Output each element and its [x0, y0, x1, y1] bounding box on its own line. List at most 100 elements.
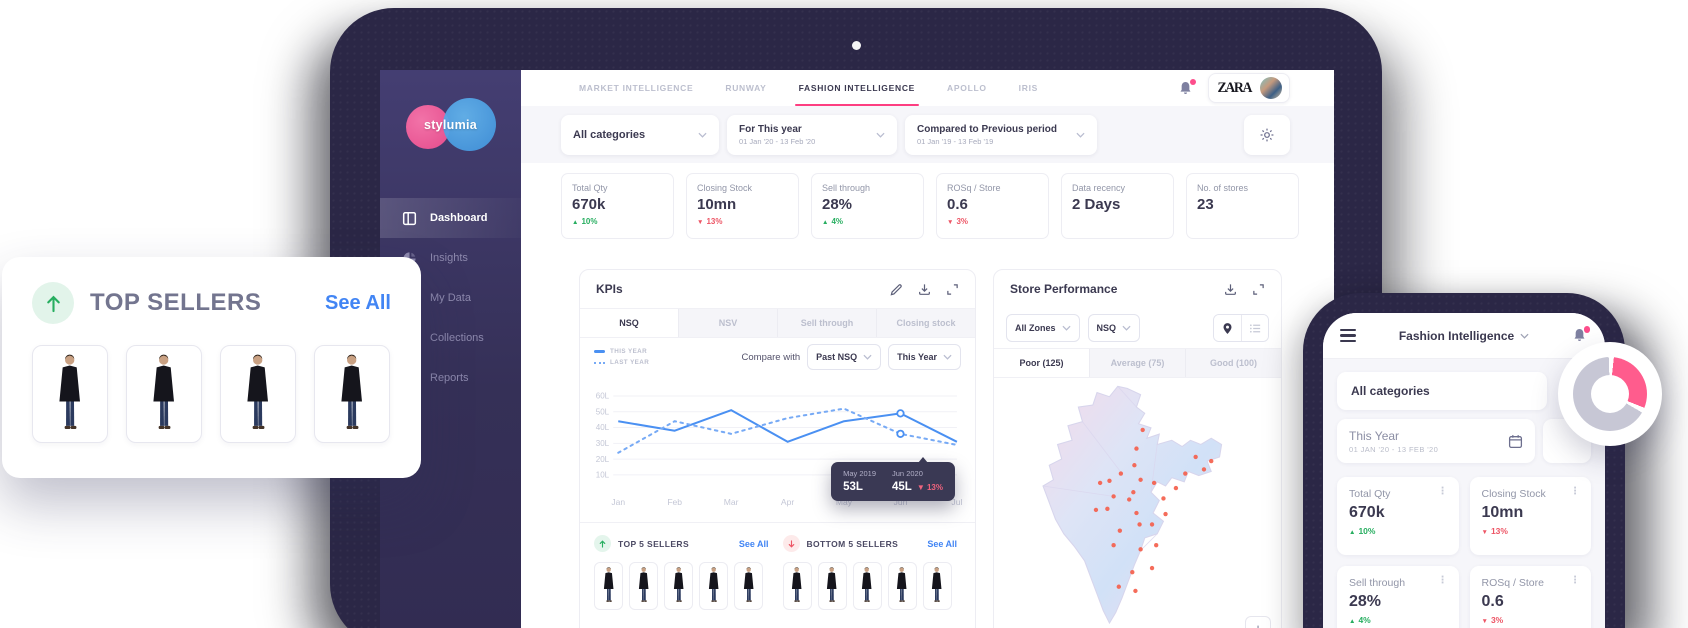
- store-tab-good-100[interactable]: Good (100): [1186, 349, 1281, 377]
- map-list-toggle: [1213, 314, 1269, 342]
- compare-metric-select[interactable]: Past NSQ: [807, 344, 882, 370]
- nav-right-cluster: ZARA: [1178, 70, 1290, 106]
- map-zoom-in-button[interactable]: +: [1245, 616, 1271, 628]
- model-product-image: [59, 354, 81, 430]
- product-card[interactable]: [314, 345, 390, 443]
- product-thumbnail[interactable]: [629, 562, 658, 611]
- hamburger-menu-icon[interactable]: [1340, 328, 1356, 343]
- bottom-5-sellers-label: BOTTOM 5 SELLERS: [806, 538, 899, 549]
- sidebar-item-dashboard[interactable]: Dashboard: [380, 198, 521, 238]
- product-thumbnail[interactable]: [782, 562, 812, 611]
- nav-tab-market-intelligence[interactable]: MARKET INTELLIGENCE: [579, 83, 694, 93]
- phone-kpi-card-rosq-store: ⋮ ROSq / Store 0.6 ▼ 3%: [1469, 566, 1591, 628]
- top-sellers-see-all-link[interactable]: See All: [325, 291, 391, 314]
- phone-period-range: 01 JAN '20 - 13 FEB '20: [1349, 444, 1439, 454]
- kpi-tab-nsq[interactable]: NSQ: [580, 309, 679, 337]
- product-thumbnail[interactable]: [852, 562, 882, 611]
- store-tab-average-75[interactable]: Average (75): [1090, 349, 1186, 377]
- kpi-tab-closing-stock[interactable]: Closing stock: [877, 309, 975, 337]
- expand-icon[interactable]: [946, 283, 959, 296]
- compare-period-select[interactable]: This Year: [888, 344, 961, 370]
- product-thumbnail[interactable]: [699, 562, 728, 611]
- nav-tab-iris[interactable]: IRIS: [1018, 83, 1039, 93]
- kebab-menu-icon[interactable]: ⋮: [1570, 486, 1580, 497]
- phone-kpi-grid: ⋮ Total Qty 670k ▲ 10% ⋮ Closing Stock 10mn ▼ 13%…: [1337, 477, 1591, 628]
- legend-last-year: LAST YEAR: [594, 359, 649, 366]
- store-panel-title: Store Performance: [1010, 282, 1118, 296]
- kebab-menu-icon[interactable]: ⋮: [1570, 575, 1580, 586]
- india-map-container: +: [994, 378, 1281, 628]
- account-brand-card[interactable]: ZARA: [1208, 73, 1290, 103]
- top-5-see-all-link[interactable]: See All: [738, 538, 769, 549]
- map-view-button[interactable]: [1214, 315, 1241, 341]
- line-chart-svg[interactable]: 10L 20L 30L 40L 50L 60L Jan Feb Mar Apr May Jun Jul: [588, 378, 967, 515]
- logo-text: stylumia: [423, 118, 478, 132]
- kpis-panel-title: KPIs: [596, 282, 623, 296]
- svg-text:Jan: Jan: [611, 497, 625, 507]
- svg-text:Feb: Feb: [667, 497, 682, 507]
- product-card[interactable]: [126, 345, 202, 443]
- product-thumbnail[interactable]: [887, 562, 917, 611]
- kpis-panel-header: KPIs: [580, 270, 975, 308]
- kpi-label: Closing Stock: [1481, 488, 1546, 500]
- phone-period-card[interactable]: This Year 01 JAN '20 - 13 FEB '20: [1337, 419, 1535, 463]
- category-filter-dropdown[interactable]: All categories: [561, 114, 719, 155]
- model-product-image: [827, 567, 837, 602]
- product-thumbnail[interactable]: [664, 562, 693, 611]
- nav-tab-fashion-intelligence[interactable]: FASHION INTELLIGENCE: [794, 70, 920, 106]
- phone-title[interactable]: Fashion Intelligence: [1356, 329, 1572, 343]
- phone-category-card[interactable]: All categories: [1337, 372, 1547, 410]
- phone-device-frame: Fashion Intelligence All categories This…: [1303, 293, 1625, 628]
- nav-tab-apollo[interactable]: APOLLO: [947, 83, 987, 93]
- store-controls: All Zones NSQ: [994, 308, 1281, 348]
- product-thumbnail[interactable]: [734, 562, 763, 611]
- svg-text:Jun: Jun: [894, 497, 908, 507]
- phone-bell-icon[interactable]: [1572, 326, 1590, 344]
- nsq-line-chart[interactable]: 10L 20L 30L 40L 50L 60L Jan Feb Mar Apr May Jun Jul …: [580, 376, 975, 515]
- compare-filter-dropdown[interactable]: Compared to Previous period 01 Jan '19 -…: [905, 114, 1097, 155]
- phone-body: All categories This Year 01 JAN '20 - 13…: [1323, 359, 1605, 628]
- download-icon[interactable]: [1224, 283, 1237, 296]
- kpi-tab-nsv[interactable]: NSV: [679, 309, 778, 337]
- store-tab-poor-125[interactable]: Poor (125): [994, 349, 1090, 377]
- chart-tooltip: May 2019 53L Jun 2020 45L ▼ 13%: [831, 457, 955, 501]
- kebab-menu-icon[interactable]: ⋮: [1437, 575, 1448, 586]
- bottom-5-see-all-link[interactable]: See All: [927, 538, 957, 549]
- product-thumbnail[interactable]: [817, 562, 847, 611]
- nav-tab-runway[interactable]: RUNWAY: [725, 83, 767, 93]
- zone-select[interactable]: All Zones: [1006, 314, 1080, 342]
- list-view-button[interactable]: [1241, 315, 1268, 341]
- svg-text:60L: 60L: [596, 392, 610, 401]
- store-metric-select[interactable]: NSQ: [1087, 314, 1141, 342]
- phone-header: Fashion Intelligence: [1323, 313, 1605, 359]
- filter-bar: All categories For This year 01 Jan '20 …: [521, 106, 1334, 163]
- kpi-label: No. of stores: [1197, 183, 1249, 193]
- download-icon[interactable]: [918, 283, 931, 296]
- kebab-menu-icon[interactable]: ⋮: [1437, 486, 1448, 497]
- edit-pencil-icon[interactable]: [890, 283, 903, 296]
- settings-gear-button[interactable]: [1244, 114, 1290, 155]
- kpi-tab-sell-through[interactable]: Sell through: [778, 309, 877, 337]
- model-product-image: [153, 354, 175, 430]
- product-card[interactable]: [32, 345, 108, 443]
- kpi-delta: ▲ 10%: [572, 217, 598, 226]
- top-sellers-title: TOP SELLERS: [90, 289, 262, 316]
- chevron-down-icon: [1122, 325, 1131, 331]
- legend-this-year: THIS YEAR: [594, 348, 649, 355]
- expand-icon[interactable]: [1252, 283, 1265, 296]
- compare-with-label: Compare with: [741, 351, 801, 363]
- period-filter-dropdown[interactable]: For This year 01 Jan '20 - 13 Feb '20: [727, 114, 897, 155]
- india-map[interactable]: [994, 378, 1281, 628]
- product-thumbnail[interactable]: [594, 562, 623, 611]
- kpi-label: ROSq / Store: [1481, 577, 1544, 589]
- kpi-card-no-of-stores: No. of stores 23: [1186, 173, 1299, 239]
- map-pin-icon: [1223, 322, 1232, 334]
- store-performance-panel: Store Performance All Zones: [993, 269, 1282, 628]
- kpi-delta: ▼ 3%: [947, 217, 968, 226]
- user-avatar[interactable]: [1260, 77, 1282, 99]
- arrow-up-icon: [594, 535, 611, 553]
- product-thumbnail[interactable]: [922, 562, 952, 611]
- kpi-value: 670k: [572, 196, 606, 213]
- product-card[interactable]: [220, 345, 296, 443]
- notifications-bell-icon[interactable]: [1178, 78, 1197, 97]
